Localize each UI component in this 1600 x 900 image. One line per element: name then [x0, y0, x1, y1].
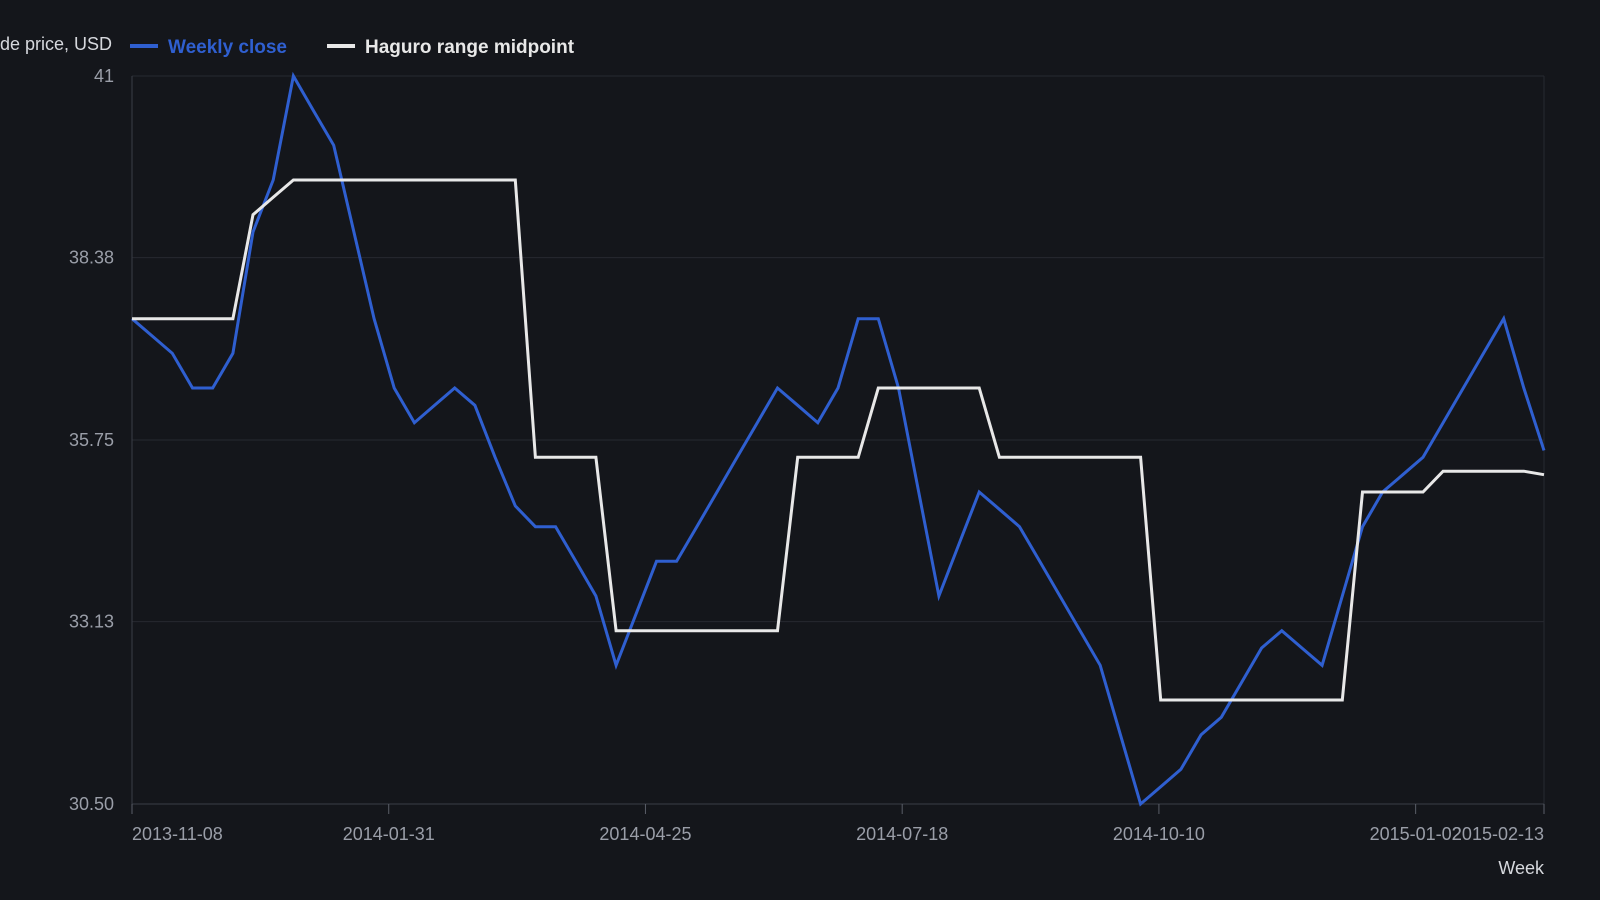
x-tick-label: 2014-01-31	[343, 824, 435, 844]
x-tick-label: 2014-10-10	[1113, 824, 1205, 844]
series-line-haguro-range-midpoint	[132, 178, 1545, 702]
x-tick-label: 2014-04-25	[599, 824, 691, 844]
x-tick-label: 2013-11-08	[132, 824, 223, 844]
y-tick-label: 30.50	[69, 794, 114, 814]
y-tick-label: 35.75	[69, 430, 114, 450]
y-axis-title: Trade price, USD	[0, 34, 112, 54]
y-tick-label: 38.38	[69, 248, 114, 268]
x-tick-label: 2015-01-02	[1370, 824, 1462, 844]
grid-layer	[132, 75, 1545, 804]
legend-label-haguro-range-midpoint: Haguro range midpoint	[365, 37, 575, 58]
axis-layer: 30.50 33.13 35.75 38.38 41 2013-11-08 2014-01-…	[69, 66, 1545, 844]
series-line-weekly-close	[131, 71, 1546, 807]
legend-label-weekly-close: Weekly close	[168, 37, 287, 58]
y-tick-label: 41	[94, 66, 114, 86]
y-tick-label: 33.13	[69, 612, 114, 632]
series-layer	[131, 71, 1546, 807]
x-tick-label: 2014-07-18	[856, 824, 948, 844]
legend: Weekly close Haguro range midpoint	[130, 37, 575, 58]
x-tick-label: 2015-02-13	[1452, 824, 1544, 844]
x-axis-title: Week	[1498, 858, 1545, 878]
